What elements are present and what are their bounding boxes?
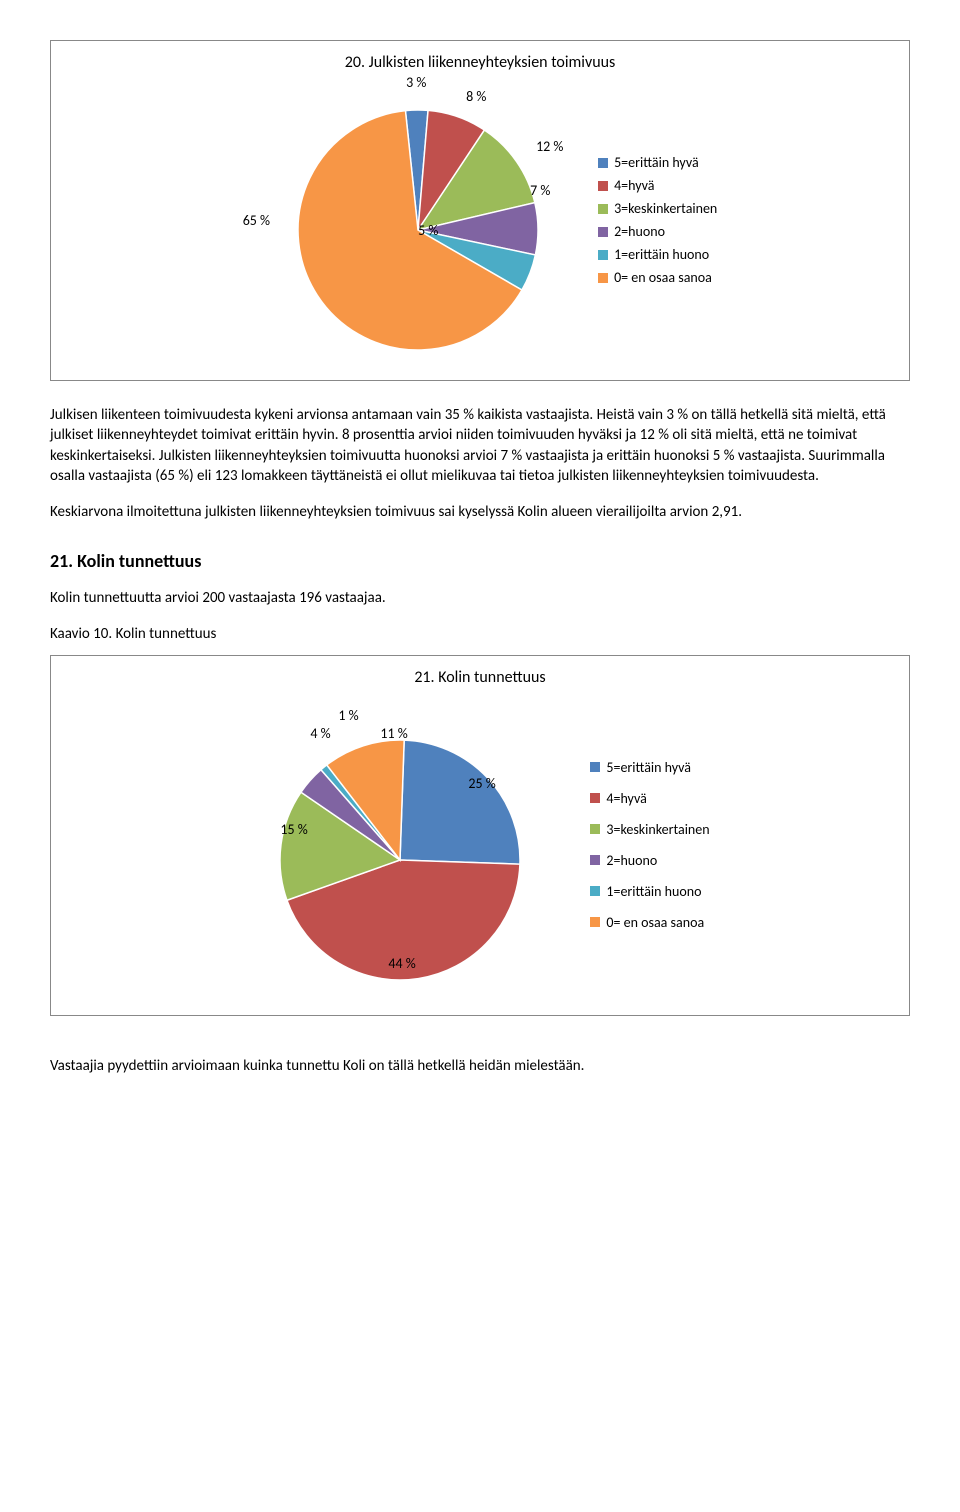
chart2-title: 21. Kolin tunnettuus <box>61 668 899 687</box>
legend-swatch <box>590 793 600 803</box>
chart1-pie-wrap: 65 % 3 % 8 % 12 % 7 % 5 % <box>243 80 558 360</box>
legend-label: 5=erittäin hyvä <box>614 154 699 171</box>
paragraph-4: Vastaajia pyydettiin arvioimaan kuinka t… <box>50 1056 910 1076</box>
chart1-left-label: 65 % <box>243 212 270 229</box>
legend-item: 5=erittäin hyvä <box>598 154 717 171</box>
legend-label: 0= en osaa sanoa <box>606 914 704 931</box>
legend-swatch <box>598 204 608 214</box>
legend-label: 0= en osaa sanoa <box>614 269 712 286</box>
chart2-label-4pct: 4 % <box>310 725 330 742</box>
legend-swatch <box>590 917 600 927</box>
legend-label: 4=hyvä <box>606 790 646 807</box>
chart1-container: 20. Julkisten liikenneyhteyksien toimivu… <box>50 40 910 381</box>
legend-item: 2=huono <box>598 223 717 240</box>
chart1-slice-label-1: 8 % <box>466 88 486 105</box>
legend-item: 4=hyvä <box>590 790 709 807</box>
paragraph-1: Julkisen liikenteen toimivuudesta kykeni… <box>50 405 910 486</box>
chart1-pie: 3 % 8 % 12 % 7 % 5 % <box>278 80 558 360</box>
chart1-legend: 5=erittäin hyvä 4=hyvä 3=keskinkertainen 2=… <box>598 154 717 286</box>
legend-label: 3=keskinkertainen <box>606 821 709 838</box>
chart1-slice-label-0: 3 % <box>406 74 426 91</box>
legend-swatch <box>590 762 600 772</box>
legend-item: 0= en osaa sanoa <box>598 269 717 286</box>
chart2-container: 21. Kolin tunnettuus 1 % 4 % 11 % 25 % 1… <box>50 655 910 1016</box>
legend-swatch <box>598 273 608 283</box>
chart2-label-1pct: 1 % <box>338 707 358 724</box>
heading-21: 21. Kolin tunnettuus <box>50 550 910 572</box>
legend-item: 3=keskinkertainen <box>598 200 717 217</box>
chart2-label-25pct: 25 % <box>468 775 495 792</box>
legend-item: 1=erittäin huono <box>590 883 709 900</box>
chart2-label-11pct: 11 % <box>380 725 407 742</box>
chart2-body: 1 % 4 % 11 % 25 % 15 % 44 % 5=erittäin h… <box>61 695 899 995</box>
chart1-title: 20. Julkisten liikenneyhteyksien toimivu… <box>61 53 899 72</box>
legend-label: 5=erittäin hyvä <box>606 759 691 776</box>
chart1-slice-label-2: 12 % <box>536 138 563 155</box>
legend-swatch <box>598 158 608 168</box>
legend-item: 3=keskinkertainen <box>590 821 709 838</box>
legend-label: 1=erittäin huono <box>614 246 709 263</box>
legend-swatch <box>598 250 608 260</box>
legend-label: 2=huono <box>614 223 665 240</box>
legend-item: 5=erittäin hyvä <box>590 759 709 776</box>
legend-item: 0= en osaa sanoa <box>590 914 709 931</box>
legend-swatch <box>598 181 608 191</box>
chart2-label-44pct: 44 % <box>388 955 415 972</box>
legend-item: 2=huono <box>590 852 709 869</box>
chart1-slice-label-4: 5 % <box>418 222 438 239</box>
chart1-slice-label-3: 7 % <box>530 182 550 199</box>
chart2-label-15pct: 15 % <box>280 821 307 838</box>
chart2-legend: 5=erittäin hyvä 4=hyvä 3=keskinkertainen 2=… <box>590 759 709 931</box>
legend-item: 1=erittäin huono <box>598 246 717 263</box>
paragraph-2: Keskiarvona ilmoitettuna julkisten liike… <box>50 502 910 522</box>
legend-swatch <box>590 824 600 834</box>
chart1-body: 65 % 3 % 8 % 12 % 7 % 5 % 5=erittäin hyv… <box>61 80 899 360</box>
legend-label: 4=hyvä <box>614 177 654 194</box>
legend-swatch <box>590 855 600 865</box>
legend-swatch <box>598 227 608 237</box>
caption-10: Kaavio 10. Kolin tunnettuus <box>50 625 910 643</box>
legend-label: 3=keskinkertainen <box>614 200 717 217</box>
legend-label: 2=huono <box>606 852 657 869</box>
legend-item: 4=hyvä <box>598 177 717 194</box>
legend-swatch <box>590 886 600 896</box>
legend-label: 1=erittäin huono <box>606 883 701 900</box>
chart2-pie: 1 % 4 % 11 % 25 % 15 % 44 % <box>250 695 550 995</box>
paragraph-3: Kolin tunnettuutta arvioi 200 vastaajast… <box>50 588 910 608</box>
